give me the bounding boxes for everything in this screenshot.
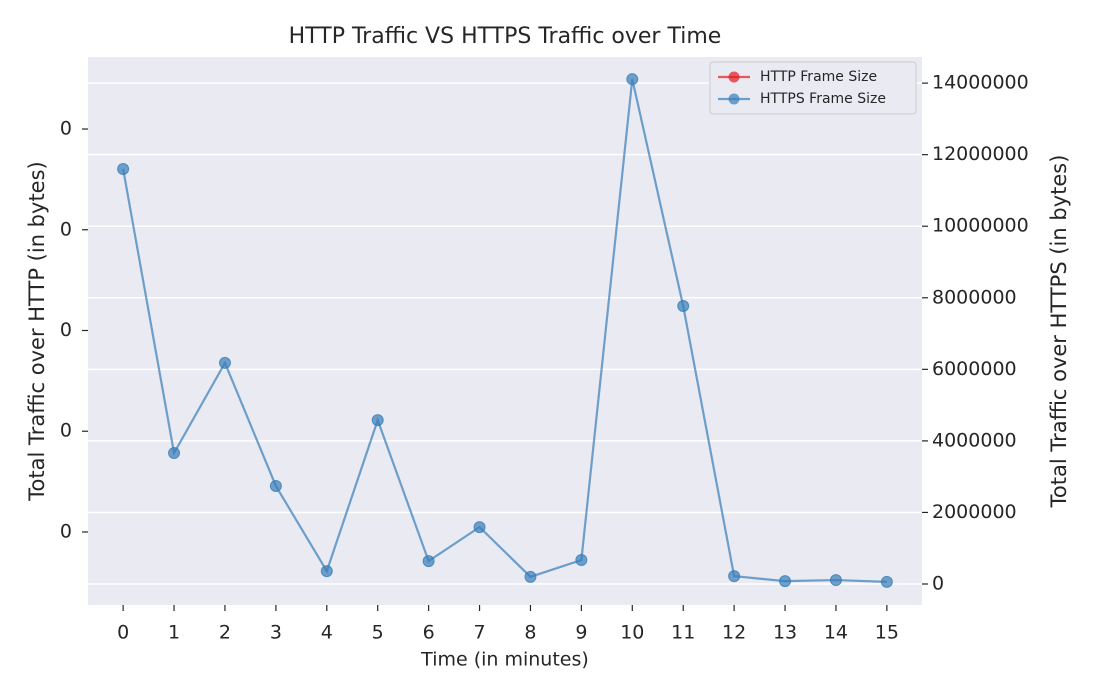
y2-tick-label: 6000000	[932, 358, 1017, 380]
legend-label: HTTPS Frame Size	[760, 91, 886, 107]
x-tick-label: 4	[321, 622, 333, 644]
y2-tick-label: 14000000	[932, 72, 1029, 94]
series-point	[422, 555, 435, 568]
x-tick-label: 14	[824, 622, 848, 644]
x-tick-label: 1	[168, 622, 180, 644]
y2-tick-label: 2000000	[932, 501, 1017, 523]
series-point	[218, 356, 231, 369]
series-point	[320, 565, 333, 578]
series-point	[269, 479, 282, 492]
series-line	[122, 78, 887, 583]
x-tick-label: 8	[524, 622, 536, 644]
chart-title: HTTP Traffic VS HTTPS Traffic over Time	[289, 24, 722, 49]
plot-area	[88, 57, 922, 605]
y-tick-label: 0	[60, 420, 72, 442]
x-tick-label: 9	[575, 622, 587, 644]
x-tick-label: 7	[473, 622, 485, 644]
series-point	[728, 570, 741, 583]
x-tick-label: 13	[773, 622, 797, 644]
legend-box	[709, 61, 917, 115]
x-tick-label: 12	[722, 622, 746, 644]
legend-marker	[728, 93, 740, 105]
series-point	[371, 414, 384, 427]
y2-axis-label: Total Traffic over HTTPS (in bytes)	[1047, 155, 1071, 509]
series-point	[626, 73, 639, 86]
series-point	[677, 300, 690, 313]
x-tick-label: 10	[620, 622, 644, 644]
y2-tick-label: 8000000	[932, 286, 1017, 308]
series-point	[575, 554, 588, 567]
legend-label: HTTP Frame Size	[760, 69, 877, 85]
y2-tick-label: 12000000	[932, 143, 1029, 165]
y-tick-label: 0	[60, 319, 72, 341]
y-axis-label: Total Traffic over HTTP (in bytes)	[25, 161, 49, 501]
x-tick-label: 5	[372, 622, 384, 644]
y-tick-label: 0	[60, 520, 72, 542]
series-point	[473, 521, 486, 534]
x-axis-label: Time (in minutes)	[420, 649, 589, 671]
series-point	[524, 570, 537, 583]
x-tick-label: 11	[671, 622, 695, 644]
y-tick-label: 0	[60, 218, 72, 240]
series-point	[168, 447, 181, 460]
x-tick-label: 2	[219, 622, 231, 644]
x-tick-label: 3	[270, 622, 282, 644]
series-point	[880, 575, 893, 588]
x-tick-label: 0	[117, 622, 129, 644]
legend-marker	[728, 71, 740, 83]
y2-tick-label: 0	[932, 572, 944, 594]
x-tick-label: 15	[875, 622, 899, 644]
x-tick-label: 6	[423, 622, 435, 644]
series-point	[117, 162, 130, 175]
y-tick-label: 0	[60, 118, 72, 140]
y2-tick-label: 10000000	[932, 215, 1029, 237]
series-point	[829, 574, 842, 587]
series-point	[779, 575, 792, 588]
y2-tick-label: 4000000	[932, 429, 1017, 451]
